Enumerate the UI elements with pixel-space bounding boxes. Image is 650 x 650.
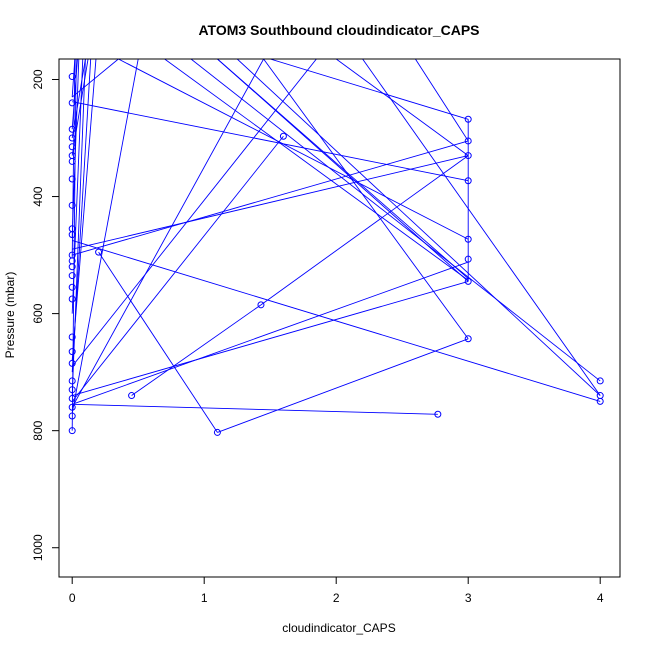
series-line-segment [190,59,601,382]
data-point [213,428,221,436]
series-line-segment [335,59,469,156]
series-line-segment [71,59,139,414]
data-point [464,335,472,343]
data-point [68,386,76,394]
data-point [257,301,265,309]
data-point [68,333,76,341]
data-point [68,99,76,107]
data-point [464,277,472,285]
series-line-segment [72,403,438,415]
series-line-segment [263,59,469,340]
series-line-segment [72,101,469,182]
data-point [68,73,76,81]
series-line-segment [72,261,469,405]
data-point [68,295,76,303]
data-point [464,137,472,145]
data-point [95,248,103,256]
series-line-segment [270,59,469,120]
data-point [596,377,604,385]
data-point [68,263,76,271]
data-point [68,157,76,165]
series-line-segment [72,140,469,256]
data-point [68,272,76,280]
y-tick-label: 400 [31,186,45,206]
data-point [464,115,472,123]
data-point [68,359,76,367]
data-point [68,143,76,151]
x-tick-label: 3 [465,591,472,605]
series-line-segment [72,155,469,250]
data-point [68,348,76,356]
data-point [68,201,76,209]
series-line-segment [72,280,469,396]
data-point [434,410,442,418]
series-line-segment [71,59,78,130]
series-line-segment [217,338,469,433]
data-point [68,412,76,420]
x-axis-label: cloudindicator_CAPS [282,621,395,635]
series-line-segment [362,59,601,396]
plot-area [68,59,604,436]
data-point [68,377,76,385]
series-line-segment [236,59,601,396]
data-point [464,152,472,160]
series-line-segment [118,59,469,240]
data-point [68,283,76,291]
y-tick-label: 600 [31,303,45,323]
x-tick-label: 0 [69,591,76,605]
series-line-segment [71,59,119,98]
series-line-segment [72,240,601,402]
data-point [464,255,472,263]
series-line-segment [164,59,469,281]
chart-title: ATOM3 Southbound cloudindicator_CAPS [198,22,479,38]
data-point [596,397,604,405]
data-point [68,403,76,411]
data-point [68,175,76,183]
series-line-segment [71,59,92,373]
series-line-segment [131,304,262,396]
series-line-segment [71,135,284,402]
data-point [68,125,76,133]
data-point [464,177,472,185]
axes: 0 1 2 3 4 200 400 600 800 1000 [31,69,604,605]
data-point [279,132,287,140]
series-line-segment [98,251,218,433]
series-line-segment [71,59,76,98]
y-tick-label: 1000 [31,534,45,561]
series-line-segment [217,59,469,279]
x-tick-label: 1 [201,591,208,605]
data-point [464,235,472,243]
data-point [68,427,76,435]
series-line-segment [415,59,469,142]
x-tick-label: 4 [597,591,604,605]
data-point [68,394,76,402]
data-point [128,392,136,400]
y-tick-label: 200 [31,69,45,89]
y-axis-label: Pressure (mbar) [3,272,17,359]
data-point [68,134,76,142]
series-line-segment [71,59,77,431]
x-tick-label: 2 [333,591,340,605]
y-tick-label: 800 [31,420,45,440]
series-line-segment [260,155,469,306]
data-point [68,231,76,239]
